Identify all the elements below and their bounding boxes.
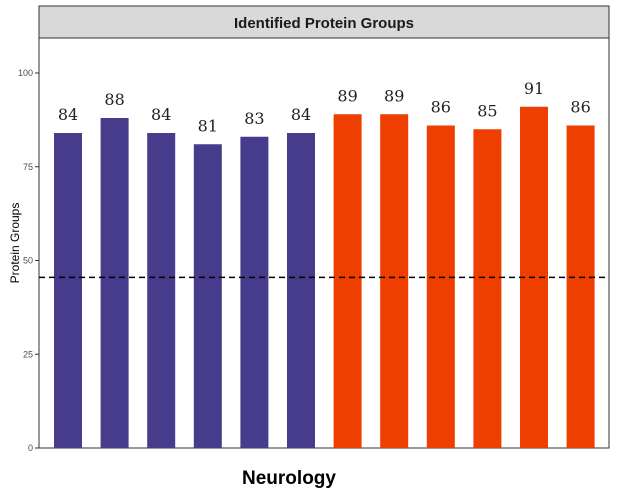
y-axis-title: Protein Groups xyxy=(8,203,22,284)
bar-value-label: 88 xyxy=(104,90,124,109)
bar xyxy=(54,133,82,448)
bar xyxy=(287,133,315,448)
bar xyxy=(380,114,409,448)
bar-value-label: 84 xyxy=(151,105,171,124)
bar-labels: 84 88 84 81 83 84 89 89 86 85 91 86 xyxy=(58,79,591,136)
plot-panel xyxy=(38,37,610,449)
bars xyxy=(54,106,595,448)
bar xyxy=(333,114,362,448)
bar-value-label: 83 xyxy=(244,109,264,128)
bar-value-label: 89 xyxy=(384,86,404,105)
y-axis: 0 25 50 75 100 xyxy=(18,68,39,453)
title-strip xyxy=(38,5,610,39)
bar-value-label: 84 xyxy=(291,105,311,124)
bar-value-label: 86 xyxy=(570,98,590,117)
bar-value-label: 89 xyxy=(337,86,357,105)
y-tick-label: 50 xyxy=(23,256,33,266)
y-tick-label: 100 xyxy=(18,68,33,78)
bar-value-label: 84 xyxy=(58,105,78,124)
chart-title: Identified Protein Groups xyxy=(234,15,414,32)
y-tick-label: 75 xyxy=(23,162,33,172)
bar-value-label: 81 xyxy=(198,116,218,135)
y-tick-label: 25 xyxy=(23,349,33,359)
bar xyxy=(100,118,129,448)
bar-value-label: 85 xyxy=(477,101,497,120)
bar xyxy=(193,144,222,448)
bar-value-label: 86 xyxy=(431,98,451,117)
bar xyxy=(473,129,502,448)
bar-value-label: 91 xyxy=(524,79,544,98)
bar xyxy=(566,125,595,448)
y-tick-label: 0 xyxy=(28,443,33,453)
bar xyxy=(147,133,176,448)
bar xyxy=(240,136,269,448)
bar xyxy=(426,125,455,448)
x-axis-title: Neurology xyxy=(242,468,336,489)
